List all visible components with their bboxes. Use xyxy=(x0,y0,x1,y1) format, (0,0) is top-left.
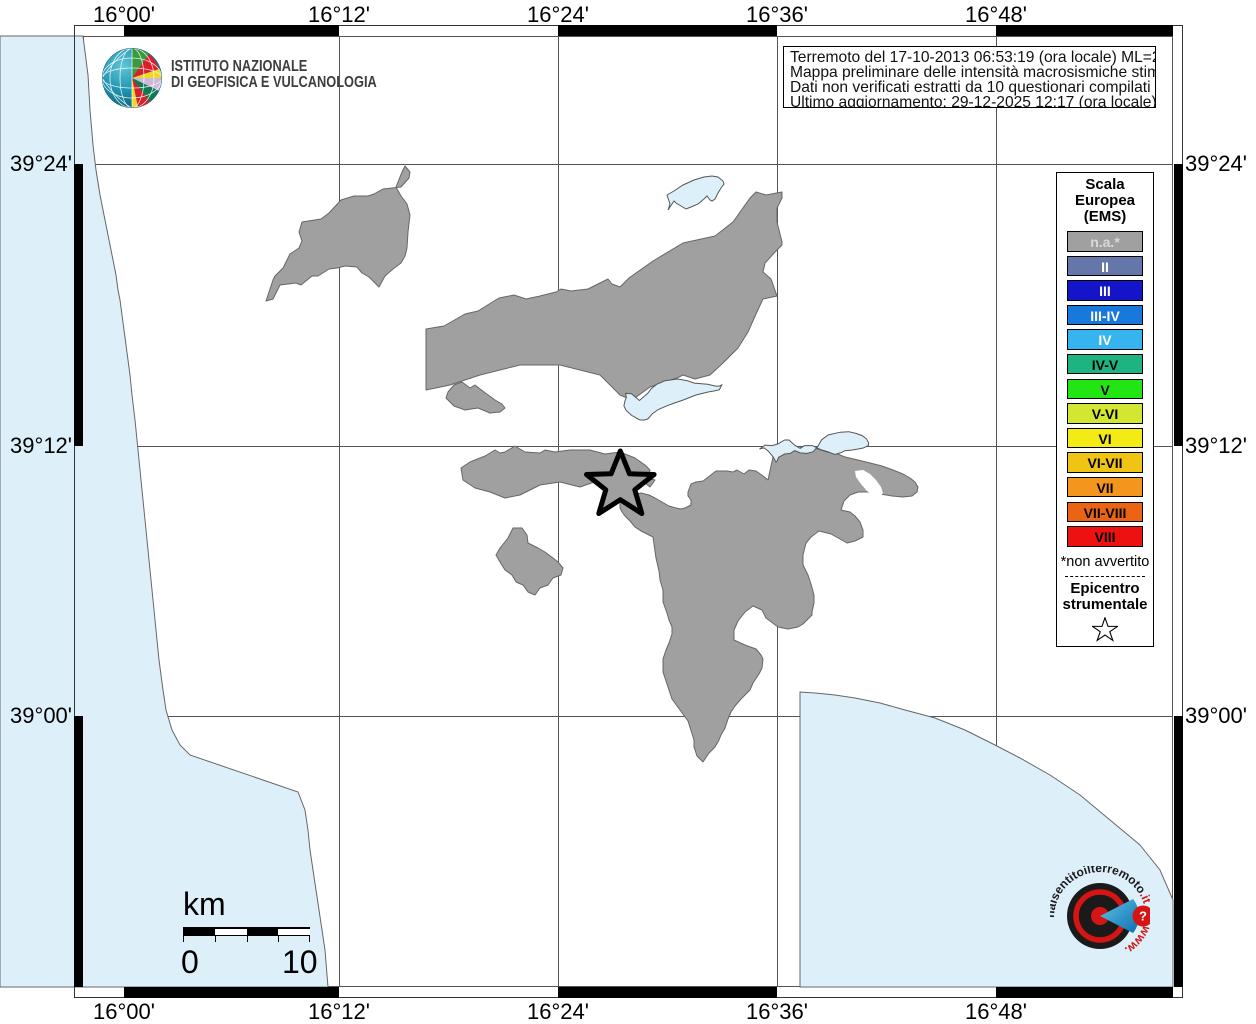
svg-text:?: ? xyxy=(1139,909,1147,924)
